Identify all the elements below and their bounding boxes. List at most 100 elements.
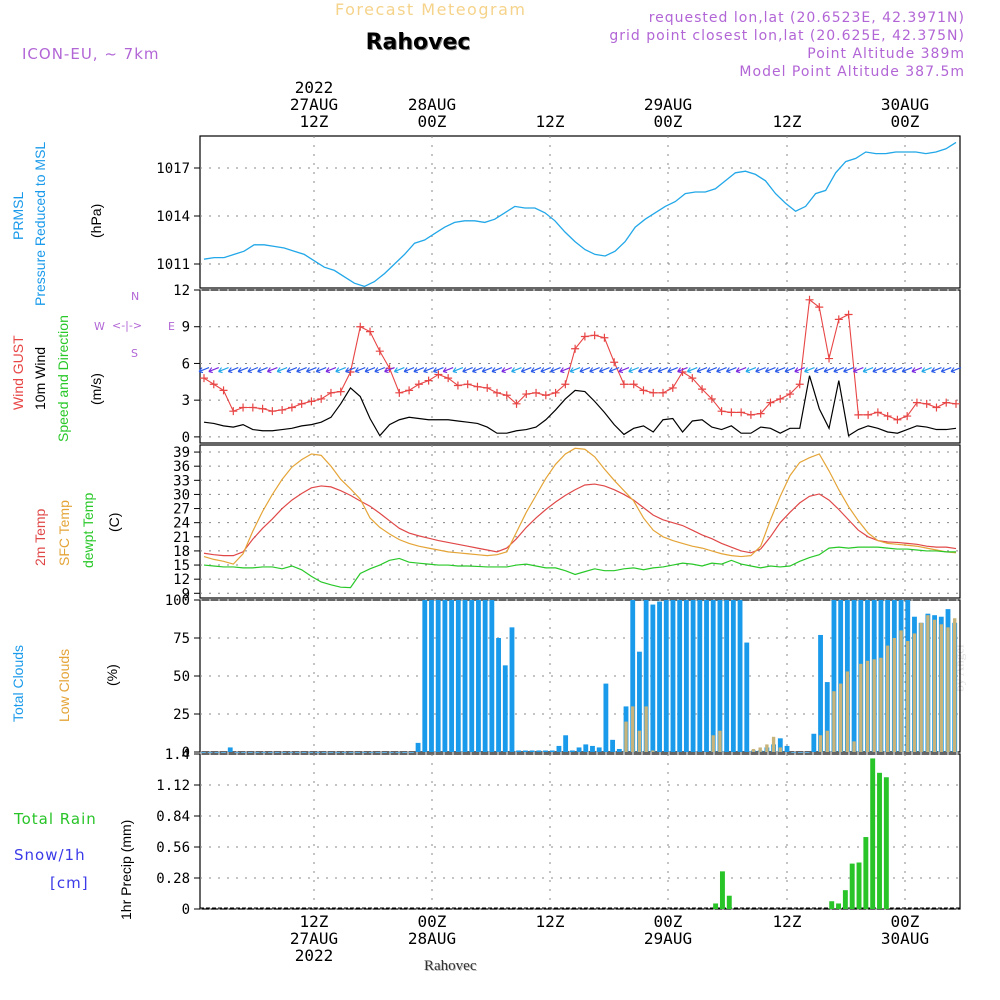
gust-marker xyxy=(395,388,404,397)
wind-direction-arrow xyxy=(940,367,952,374)
time-axis-label: 12Z xyxy=(772,112,802,131)
gust-marker xyxy=(551,388,560,397)
total-cloud-bar xyxy=(677,600,683,752)
total-cloud-bar xyxy=(851,600,857,752)
y-tick-label-precip: 0.28 xyxy=(156,871,190,887)
wind-direction-arrow xyxy=(823,367,835,374)
gust-marker xyxy=(492,388,501,397)
rain-bar xyxy=(719,871,725,909)
gust-marker xyxy=(512,399,521,408)
total-cloud-bar xyxy=(657,601,662,752)
wind-direction-arrow xyxy=(911,367,923,374)
chart-title: Rahovec xyxy=(365,30,471,55)
total-cloud-bar xyxy=(422,600,428,752)
model-altitude: Model Point Altitude 387.5m xyxy=(739,64,965,80)
gust-marker xyxy=(405,386,414,395)
gust-marker xyxy=(561,380,570,389)
gust-marker xyxy=(629,380,638,389)
total-cloud-bar xyxy=(610,739,616,752)
rain-bar xyxy=(877,772,882,909)
total-cloud-bar xyxy=(804,752,810,753)
total-cloud-bar xyxy=(529,750,535,752)
wind-direction-arrow xyxy=(335,367,346,374)
rain-bar xyxy=(849,863,855,909)
total-cloud-bar xyxy=(462,600,468,752)
wind-direction-arrow xyxy=(882,367,893,374)
wind-direction-arrow xyxy=(442,367,454,374)
gust-marker xyxy=(600,333,609,342)
wind-direction-arrow xyxy=(374,367,385,374)
wind-direction-arrow xyxy=(774,367,786,374)
gust-marker xyxy=(727,408,736,417)
gust-marker xyxy=(278,405,287,414)
gridpoint-coords: grid point closest lon,lat (20.625E, 42.… xyxy=(609,28,965,44)
low-cloud-bar xyxy=(906,641,910,752)
low-cloud-bar xyxy=(818,735,823,752)
wind-direction-arrow xyxy=(491,367,503,374)
low-cloud-bar xyxy=(872,659,876,752)
gust-marker xyxy=(737,408,746,417)
gust-marker xyxy=(239,403,248,412)
gust-marker xyxy=(746,410,755,419)
total-cloud-bar xyxy=(415,742,421,752)
wind-line xyxy=(203,375,957,437)
gust-marker xyxy=(619,380,628,389)
total-cloud-bar xyxy=(690,600,696,752)
total-cloud-bar xyxy=(355,752,361,753)
total-cloud-bar xyxy=(395,752,401,753)
time-axis-label: 00Z 30AUG xyxy=(880,912,930,948)
wind-direction-arrow xyxy=(364,367,376,374)
rain-bar xyxy=(726,895,732,909)
time-axis-label: 00Z 29AUG xyxy=(643,912,693,948)
total-cloud-bar xyxy=(261,752,267,753)
total-cloud-bar xyxy=(281,752,287,753)
total-cloud-bar xyxy=(710,600,716,752)
compass-e: E xyxy=(168,320,175,333)
gust-marker xyxy=(815,303,824,312)
wind-direction-arrow xyxy=(257,367,268,374)
total-cloud-bar xyxy=(536,750,542,752)
rain-bar xyxy=(842,890,848,909)
gust-marker xyxy=(785,390,794,399)
wind-direction-arrow xyxy=(755,367,766,374)
total-cloud-bar xyxy=(442,600,448,752)
time-axis-label: 00Z 28AUG xyxy=(407,912,457,948)
gust-marker xyxy=(366,327,375,336)
chart-subtitle: Forecast Meteogram xyxy=(335,0,527,19)
time-axis-label: 12Z xyxy=(535,912,565,931)
total-cloud-bar xyxy=(576,747,582,752)
time-axis-label: 12Z 27AUG 2022 xyxy=(289,912,339,965)
y-tick-label-wind: 12 xyxy=(173,283,190,299)
wind-direction-arrow xyxy=(843,367,854,374)
total-cloud-bar xyxy=(603,683,609,752)
total-cloud-bar xyxy=(308,752,314,753)
total-cloud-bar xyxy=(375,752,381,753)
total-cloud-bar xyxy=(315,752,320,753)
wind-direction-arrow xyxy=(481,367,493,374)
low-cloud-bar xyxy=(852,741,856,752)
wind-direction-arrow xyxy=(813,367,825,374)
gust-marker xyxy=(659,388,668,397)
total-cloud-bar xyxy=(784,745,790,752)
gust-marker xyxy=(532,388,541,397)
total-cloud-bar xyxy=(335,752,340,753)
gust-marker xyxy=(541,391,550,400)
low-cloud-bar xyxy=(631,706,635,752)
gust-marker xyxy=(883,412,892,421)
low-cloud-bar xyxy=(624,721,628,752)
low-cloud-bar xyxy=(932,619,937,752)
rain-bar xyxy=(836,903,841,909)
total-cloud-bar xyxy=(637,651,642,752)
sfctemp-line xyxy=(203,447,957,565)
total-cloud-bar xyxy=(516,750,522,752)
total-cloud-bar xyxy=(429,600,434,752)
wind-direction-arrow xyxy=(247,367,259,374)
wind-direction-arrow xyxy=(315,367,327,374)
y-tick-label-temperature: 18 xyxy=(173,544,190,560)
gust-marker xyxy=(317,394,326,403)
gust-marker xyxy=(463,380,472,389)
gust-marker xyxy=(610,358,619,367)
rain-bar xyxy=(870,758,876,909)
total-cloud-bar xyxy=(482,600,488,752)
